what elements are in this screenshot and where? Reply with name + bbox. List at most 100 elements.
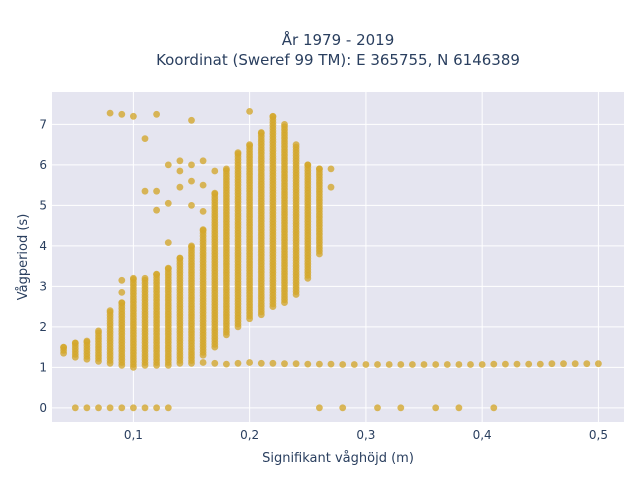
- y-tick-label: 4: [39, 239, 47, 253]
- data-point: [374, 404, 381, 412]
- data-point: [327, 360, 335, 368]
- data-point: [199, 226, 207, 234]
- data-point: [106, 404, 114, 412]
- data-point: [176, 254, 184, 262]
- y-tick-label: 1: [39, 360, 47, 374]
- x-axis-label: Signifikant våghöjd (m): [262, 451, 414, 466]
- x-tick-label: 0,2: [240, 428, 259, 442]
- y-tick-label: 7: [39, 117, 47, 131]
- data-point: [595, 360, 602, 368]
- data-point: [490, 404, 498, 412]
- data-point: [257, 359, 265, 367]
- data-point: [130, 112, 137, 120]
- x-tick-label: 0,3: [356, 428, 375, 442]
- data-point: [246, 108, 254, 115]
- x-tick-label: 0,4: [473, 428, 492, 442]
- data-point: [71, 339, 79, 347]
- data-point: [141, 404, 149, 412]
- data-point: [292, 141, 300, 149]
- chart-title-line1: År 1979 - 2019: [282, 30, 395, 49]
- data-point: [374, 361, 381, 368]
- data-point: [118, 289, 126, 296]
- data-point: [188, 116, 195, 124]
- data-point: [397, 361, 405, 368]
- data-point: [223, 165, 230, 173]
- data-point: [281, 121, 288, 128]
- data-point: [560, 360, 567, 368]
- data-point: [118, 299, 126, 306]
- y-tick-label: 0: [39, 401, 47, 415]
- plot-background: [52, 92, 624, 422]
- data-point: [211, 189, 219, 197]
- data-point: [432, 361, 440, 368]
- data-point: [153, 206, 161, 214]
- data-point: [95, 327, 102, 335]
- data-point: [583, 360, 591, 368]
- y-tick-label: 6: [39, 158, 47, 172]
- data-point: [130, 404, 137, 412]
- data-point: [292, 360, 300, 368]
- data-point: [525, 360, 533, 368]
- data-point: [130, 274, 137, 282]
- data-point: [211, 167, 219, 175]
- data-point: [141, 187, 149, 195]
- data-point: [304, 360, 312, 368]
- data-point: [467, 361, 474, 368]
- data-point: [327, 183, 335, 191]
- tick-labels: 0 1 2 3 4 5 6 7 0,1 0,2 0,3 0,4 0,5: [39, 117, 608, 442]
- data-point: [304, 161, 312, 169]
- data-point: [188, 161, 195, 169]
- data-point: [199, 157, 207, 165]
- data-point: [223, 360, 230, 368]
- data-point: [385, 361, 393, 368]
- data-point: [60, 343, 67, 351]
- data-point: [153, 110, 161, 118]
- data-point: [281, 360, 288, 368]
- data-point: [188, 202, 195, 209]
- data-point: [153, 187, 161, 195]
- data-point: [502, 360, 509, 368]
- data-point: [455, 361, 463, 368]
- data-point: [164, 404, 172, 412]
- y-tick-label: 2: [39, 320, 47, 334]
- data-point: [188, 242, 195, 250]
- data-point: [536, 360, 544, 368]
- data-point: [490, 360, 498, 368]
- data-point: [188, 177, 195, 185]
- data-point: [176, 167, 184, 175]
- data-point: [199, 359, 207, 366]
- data-point: [316, 165, 323, 173]
- data-point: [409, 361, 416, 368]
- data-point: [164, 199, 172, 207]
- data-point: [83, 337, 91, 345]
- data-point: [153, 404, 161, 412]
- data-point: [141, 135, 149, 143]
- data-point: [164, 264, 172, 272]
- data-point: [176, 157, 184, 165]
- y-axis-label: Vågperiod (s): [16, 214, 31, 301]
- data-point: [339, 404, 347, 412]
- data-point: [571, 360, 579, 368]
- data-point: [257, 129, 265, 136]
- data-point: [71, 404, 79, 412]
- data-point: [118, 276, 126, 284]
- data-point: [513, 360, 521, 368]
- data-point: [246, 141, 254, 149]
- data-point: [548, 360, 556, 368]
- data-point: [118, 110, 126, 118]
- data-point: [316, 360, 323, 368]
- data-point: [339, 361, 347, 368]
- data-point: [199, 181, 207, 189]
- data-point: [176, 183, 184, 191]
- data-point: [443, 361, 451, 368]
- chart-title-line2: Koordinat (Sweref 99 TM): E 365755, N 61…: [156, 51, 520, 69]
- data-point: [350, 361, 358, 368]
- data-point: [420, 361, 428, 368]
- data-point: [269, 359, 277, 367]
- data-point: [211, 359, 219, 367]
- data-point: [397, 404, 405, 412]
- data-points: [60, 108, 602, 412]
- data-point: [106, 109, 114, 117]
- data-point: [95, 404, 102, 412]
